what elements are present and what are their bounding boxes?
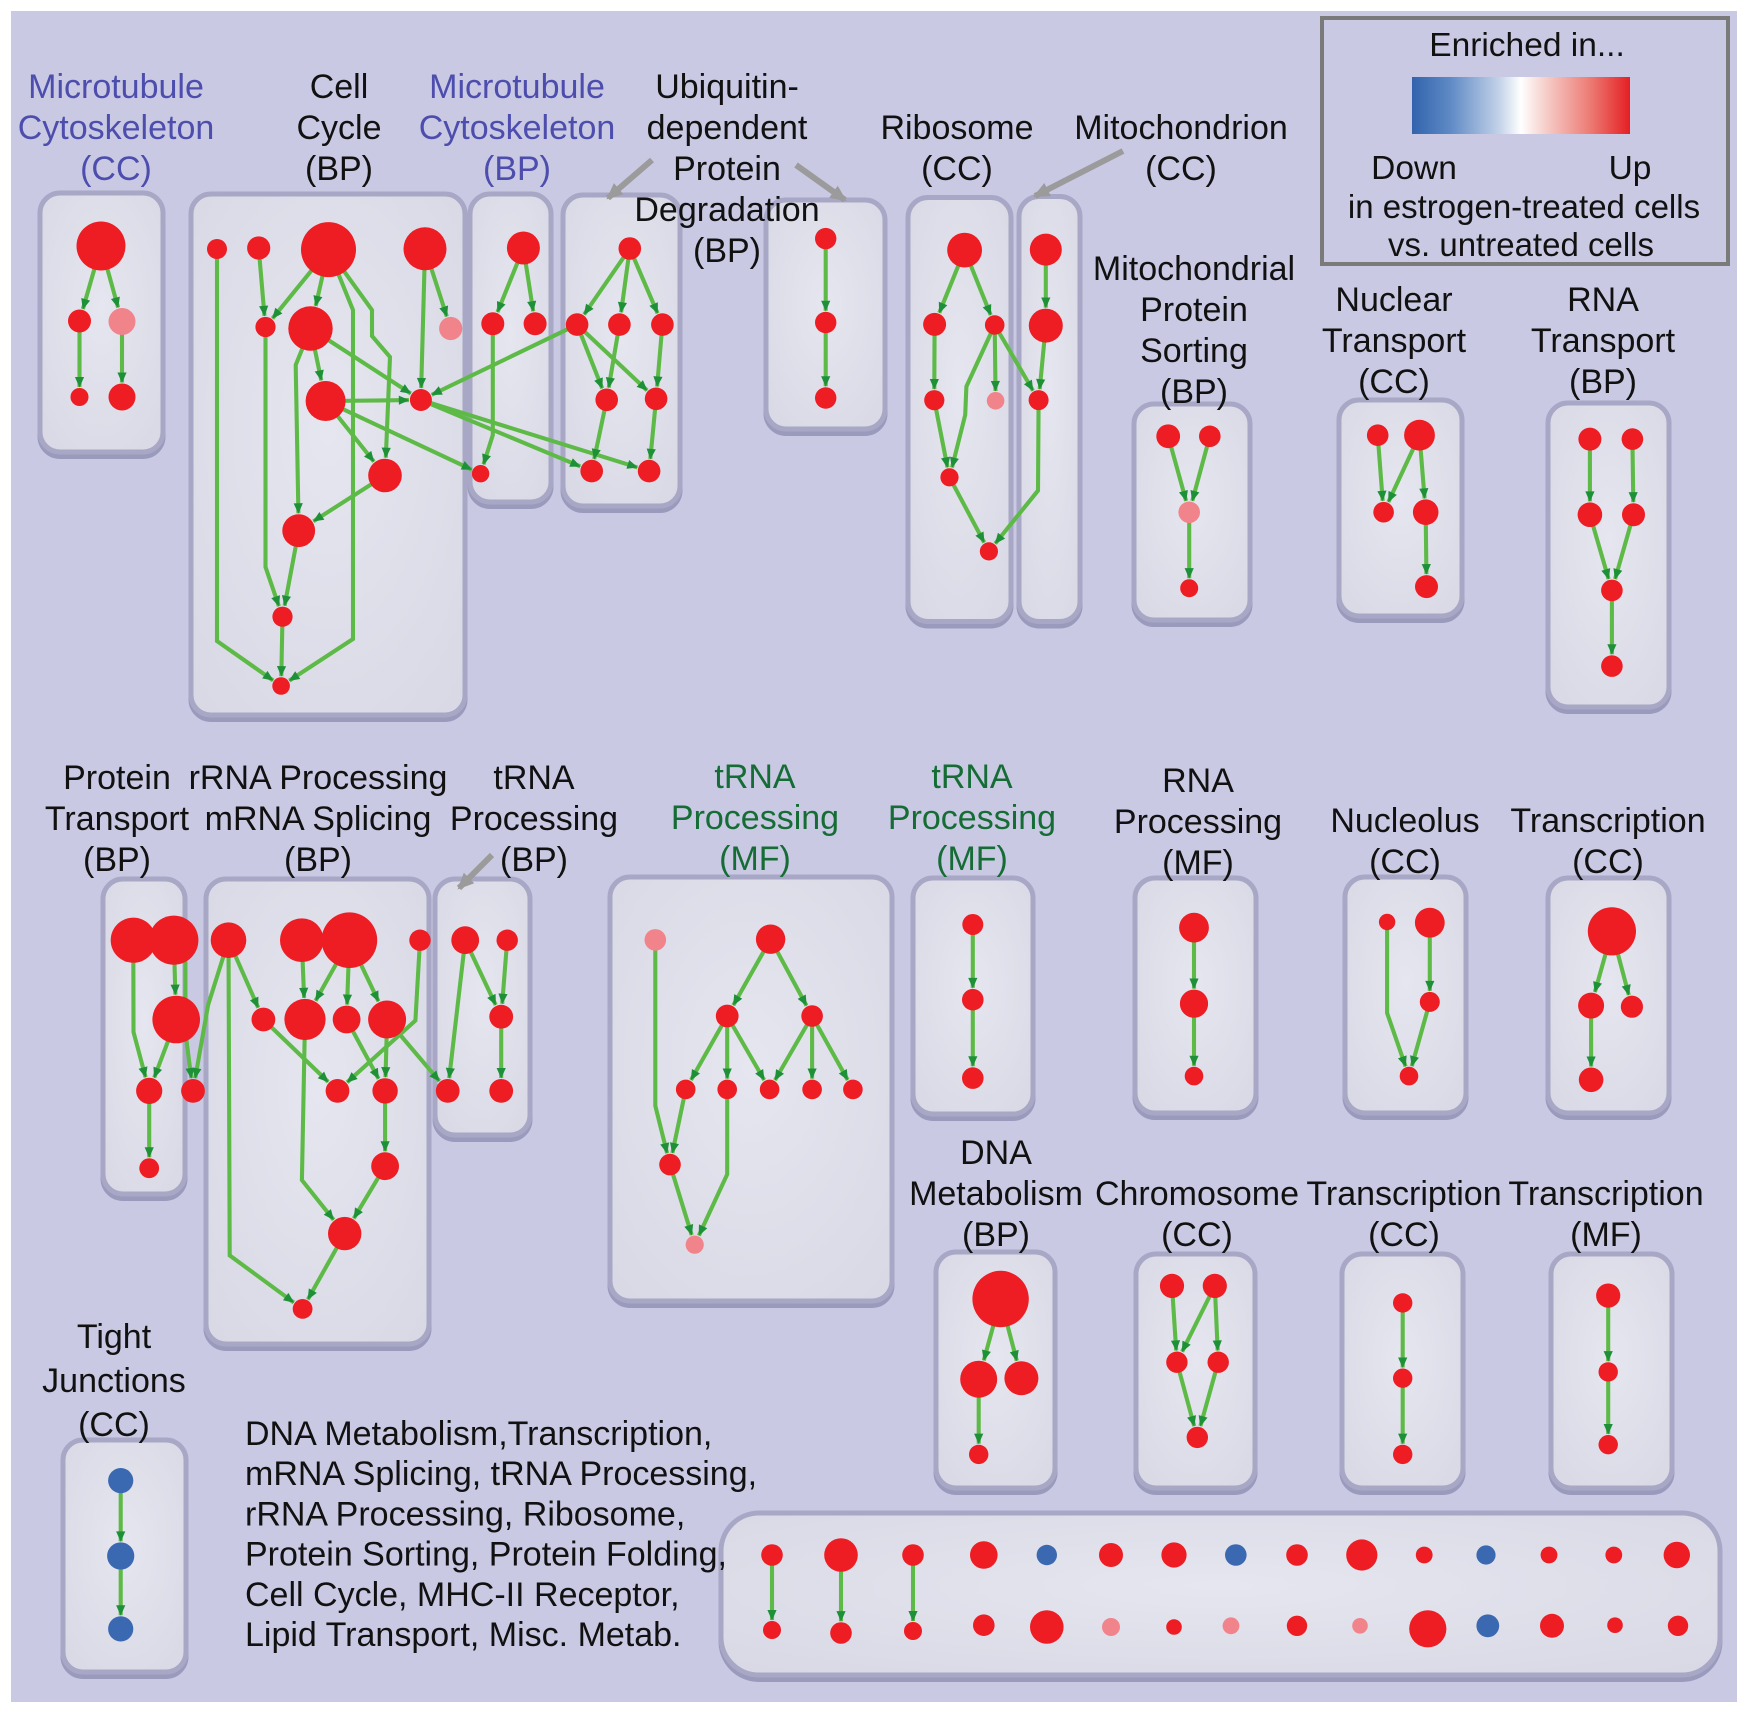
svg-text:DNA: DNA [960,1134,1032,1172]
svg-text:Protein: Protein [1140,291,1248,329]
svg-text:tRNA: tRNA [931,758,1013,796]
svg-text:Nuclear: Nuclear [1335,281,1452,319]
svg-text:Protein: Protein [673,150,781,188]
svg-text:dependent: dependent [647,109,808,147]
svg-text:Cell: Cell [310,68,369,106]
svg-text:(CC): (CC) [80,150,152,188]
svg-text:Transcription: Transcription [1510,802,1705,840]
svg-text:(MF): (MF) [936,840,1008,878]
svg-text:(MF): (MF) [1162,844,1234,882]
svg-text:Transport: Transport [1531,322,1676,360]
svg-text:(BP): (BP) [305,150,373,188]
svg-text:Microtubule: Microtubule [28,68,204,106]
svg-text:Protein Sorting, Protein Foldi: Protein Sorting, Protein Folding, [245,1536,727,1574]
svg-text:Processing: Processing [671,799,839,837]
svg-text:(BP): (BP) [1160,373,1228,411]
svg-text:(BP): (BP) [1569,363,1637,401]
svg-text:Mitochondrial: Mitochondrial [1093,250,1295,288]
svg-text:(CC): (CC) [1369,843,1441,881]
svg-text:(CC): (CC) [78,1406,150,1444]
svg-text:Metabolism: Metabolism [909,1175,1083,1213]
svg-text:Sorting: Sorting [1140,332,1248,370]
svg-text:Ubiquitin-: Ubiquitin- [655,68,799,106]
svg-text:Transcription: Transcription [1508,1175,1703,1213]
svg-text:Protein: Protein [63,759,171,797]
svg-text:Nucleolus: Nucleolus [1330,802,1479,840]
svg-text:RNA: RNA [1162,762,1234,800]
svg-text:vs. untreated cells: vs. untreated cells [1388,226,1654,263]
svg-text:Enriched in...: Enriched in... [1429,27,1625,64]
svg-text:Junctions: Junctions [42,1362,186,1400]
svg-text:rRNA Processing: rRNA Processing [189,759,448,797]
svg-text:Mitochondrion: Mitochondrion [1074,109,1288,147]
svg-text:Transport: Transport [1322,322,1467,360]
svg-text:(BP): (BP) [500,841,568,879]
svg-text:Processing: Processing [450,800,618,838]
svg-text:in estrogen-treated cells: in estrogen-treated cells [1348,188,1700,225]
svg-text:Cycle: Cycle [296,109,381,147]
svg-text:(BP): (BP) [962,1216,1030,1254]
svg-text:Transport: Transport [45,800,190,838]
svg-text:Lipid Transport, Misc. Metab.: Lipid Transport, Misc. Metab. [245,1616,682,1654]
svg-text:Cytoskeleton: Cytoskeleton [419,109,616,147]
svg-text:(MF): (MF) [719,840,791,878]
svg-text:mRNA Splicing, tRNA Processing: mRNA Splicing, tRNA Processing, [245,1455,757,1493]
svg-text:Chromosome: Chromosome [1095,1175,1299,1213]
svg-text:Ribosome: Ribosome [880,109,1033,147]
svg-text:Processing: Processing [888,799,1056,837]
svg-text:Transcription: Transcription [1306,1175,1501,1213]
svg-text:Up: Up [1609,150,1652,187]
svg-text:Degradation: Degradation [634,191,819,229]
svg-text:(BP): (BP) [284,841,352,879]
svg-text:tRNA: tRNA [493,759,575,797]
svg-text:RNA: RNA [1567,281,1639,319]
svg-text:(CC): (CC) [1358,363,1430,401]
svg-text:Tight: Tight [77,1318,152,1356]
svg-text:Processing: Processing [1114,803,1282,841]
svg-text:rRNA Processing, Ribosome,: rRNA Processing, Ribosome, [245,1495,685,1533]
svg-text:tRNA: tRNA [714,758,796,796]
svg-text:DNA Metabolism,Transcription,: DNA Metabolism,Transcription, [245,1415,712,1453]
svg-text:Down: Down [1371,150,1457,187]
svg-text:(BP): (BP) [83,841,151,879]
svg-text:(CC): (CC) [921,150,993,188]
svg-text:(CC): (CC) [1572,843,1644,881]
svg-text:(BP): (BP) [483,150,551,188]
svg-text:Microtubule: Microtubule [429,68,605,106]
svg-text:(CC): (CC) [1368,1216,1440,1254]
svg-text:(CC): (CC) [1161,1216,1233,1254]
svg-text:(BP): (BP) [693,232,761,270]
svg-text:Cell Cycle, MHC-II Receptor,: Cell Cycle, MHC-II Receptor, [245,1576,680,1614]
svg-text:(MF): (MF) [1570,1216,1642,1254]
svg-text:mRNA Splicing: mRNA Splicing [205,800,432,838]
svg-text:(CC): (CC) [1145,150,1217,188]
svg-text:Cytoskeleton: Cytoskeleton [18,109,215,147]
